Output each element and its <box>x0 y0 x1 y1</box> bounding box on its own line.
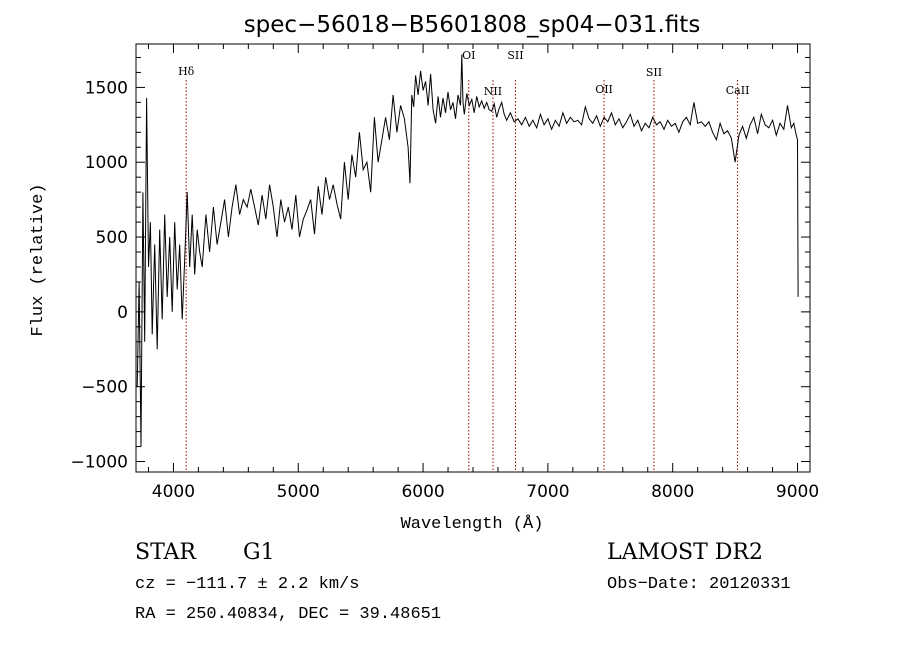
line-marker-label-1: OI <box>462 49 475 62</box>
observation-date: Obs−Date: 20120331 <box>607 575 791 594</box>
x-tick-label-4: 8000 <box>651 482 694 502</box>
y-tick-label-1: −500 <box>81 378 128 398</box>
redshift-velocity: cz = −111.7 ± 2.2 km/s <box>135 575 360 594</box>
line-marker-label-2: NII <box>484 85 502 98</box>
survey-name: LAMOST DR2 <box>607 540 763 565</box>
y-tick-label-3: 500 <box>96 228 128 248</box>
line-marker-label-6: CaII <box>726 84 750 97</box>
x-tick-label-1: 5000 <box>277 482 320 502</box>
line-marker-label-5: SII <box>646 66 662 79</box>
line-marker-label-4: OII <box>595 83 613 96</box>
y-tick-label-2: 0 <box>117 303 128 323</box>
spectrum-line-0 <box>136 54 799 447</box>
line-marker-label-3: SII <box>507 49 523 62</box>
y-axis-label: Flux (relative) <box>29 183 48 336</box>
line-marker-label-0: Hδ <box>178 65 195 78</box>
y-tick-label-5: 1500 <box>85 78 128 98</box>
object-subclass: G1 <box>243 540 275 565</box>
x-axis-label: Wavelength (Å) <box>401 515 544 534</box>
chart-title: spec−56018−B5601808_sp04−031.fits <box>244 12 701 38</box>
x-tick-label-5: 9000 <box>776 482 819 502</box>
y-tick-label-0: −1000 <box>70 453 128 473</box>
spectrum-series <box>136 54 799 447</box>
y-tick-label-4: 1000 <box>85 153 128 173</box>
x-tick-label-2: 6000 <box>401 482 444 502</box>
coordinates: RA = 250.40834, DEC = 39.48651 <box>135 605 442 624</box>
spectral-line-markers: Hδ OI NII SII OII SII CaII <box>178 49 749 472</box>
x-tick-label-3: 7000 <box>526 482 569 502</box>
object-type: STAR <box>135 540 196 565</box>
plot-axes: 4000 5000 6000 7000 8000 9000 −1000 −500 0 500 100… <box>70 43 819 502</box>
x-tick-label-0: 4000 <box>152 482 195 502</box>
